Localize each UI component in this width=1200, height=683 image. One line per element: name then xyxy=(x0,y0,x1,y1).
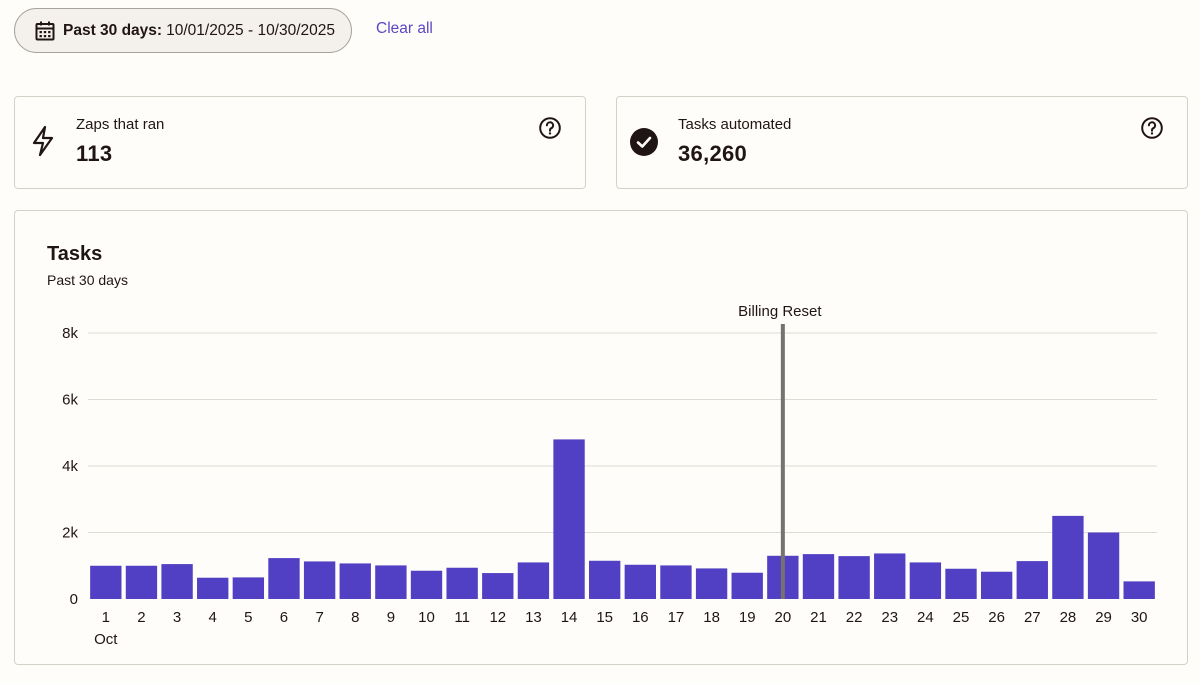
x-tick-label: 4 xyxy=(209,609,217,626)
bar-day-17 xyxy=(660,565,692,599)
bar-day-5 xyxy=(232,577,265,599)
x-tick-label: 11 xyxy=(454,609,470,626)
x-tick-label: 13 xyxy=(525,609,542,626)
y-tick-label: 6k xyxy=(62,392,78,409)
stat-card-tasks: Tasks automated 36,260 xyxy=(616,96,1188,189)
y-tick-label: 8k xyxy=(62,325,78,342)
x-tick-label: 10 xyxy=(418,609,435,626)
calendar-icon xyxy=(35,21,55,40)
bar-day-13 xyxy=(517,562,550,599)
x-tick-label: 22 xyxy=(846,609,863,626)
bar-day-1 xyxy=(90,565,122,599)
x-tick-label: 26 xyxy=(988,609,1005,626)
x-tick-label: 18 xyxy=(703,609,720,626)
stat-title: Tasks automated xyxy=(678,116,792,133)
x-tick-label: 9 xyxy=(387,609,395,626)
chart-subtitle: Past 30 days xyxy=(47,272,128,288)
bar-day-9 xyxy=(375,565,407,599)
bar-day-27 xyxy=(1016,561,1048,599)
x-tick-label: 7 xyxy=(315,609,323,626)
date-filter-range: 10/01/2025 - 10/30/2025 xyxy=(166,21,336,39)
x-tick-label: 27 xyxy=(1024,609,1041,626)
bar-day-10 xyxy=(410,570,443,599)
tasks-chart-card: Tasks Past 30 days 0 2k 4k 6k 8k 1 2 3 4 5 6 7 8 9 10 1… xyxy=(14,210,1188,665)
x-tick-label: 29 xyxy=(1095,609,1112,626)
bar-day-25 xyxy=(945,568,977,599)
x-tick-label: 25 xyxy=(953,609,970,626)
bar-day-21 xyxy=(802,554,835,599)
x-tick-label: 1 xyxy=(102,609,110,626)
bar-day-22 xyxy=(838,556,870,599)
x-tick-label: 17 xyxy=(668,609,685,626)
x-tick-label: 28 xyxy=(1060,609,1077,626)
clear-all-button[interactable]: Clear all xyxy=(376,20,433,37)
x-tick-label: 20 xyxy=(775,609,792,626)
bar-day-7 xyxy=(303,561,336,599)
x-tick-label: 30 xyxy=(1131,609,1148,626)
date-range-filter[interactable]: Past 30 days: 10/01/2025 - 10/30/2025 xyxy=(14,8,352,53)
bar-day-4 xyxy=(197,577,229,599)
bar-day-29 xyxy=(1087,532,1120,599)
x-tick-label: 24 xyxy=(917,609,934,626)
y-tick-label: 2k xyxy=(62,525,78,542)
stat-value: 113 xyxy=(76,141,113,166)
x-tick-label: 16 xyxy=(632,609,649,626)
bar-day-28 xyxy=(1052,515,1084,599)
x-tick-label: 15 xyxy=(596,609,613,626)
help-icon[interactable] xyxy=(1141,117,1163,139)
stat-card-zaps: Zaps that ran 113 xyxy=(14,96,586,189)
bar-day-3 xyxy=(161,564,193,599)
x-tick-label: 12 xyxy=(489,609,506,626)
bar-day-8 xyxy=(339,563,371,599)
x-tick-label: 14 xyxy=(561,609,578,626)
x-tick-label: 23 xyxy=(881,609,898,626)
stat-value: 36,260 xyxy=(678,141,748,166)
x-tick-label: 3 xyxy=(173,609,181,626)
stat-title: Zaps that ran xyxy=(76,116,165,133)
bar-day-24 xyxy=(909,562,942,599)
lightning-icon xyxy=(32,125,54,157)
x-tick-label: 6 xyxy=(280,609,288,626)
bar-day-16 xyxy=(624,564,656,599)
bar-day-30 xyxy=(1123,581,1155,599)
help-icon[interactable] xyxy=(539,117,561,139)
x-tick-label: 2 xyxy=(137,609,145,626)
chart-title: Tasks xyxy=(47,243,103,265)
check-circle-icon xyxy=(630,128,658,156)
bar-day-23 xyxy=(874,553,906,599)
bar-day-6 xyxy=(268,558,300,599)
bar-day-12 xyxy=(482,573,514,599)
y-tick-label: 4k xyxy=(62,458,78,475)
date-filter-label: Past 30 days: xyxy=(63,21,163,39)
bar-day-18 xyxy=(695,568,728,599)
bar-day-11 xyxy=(446,567,478,599)
bar-day-2 xyxy=(125,565,158,599)
x-tick-label: 21 xyxy=(810,609,827,626)
bar-day-19 xyxy=(731,572,763,599)
bar-day-14 xyxy=(553,439,585,599)
x-month-label: Oct xyxy=(94,631,118,648)
x-tick-label: 5 xyxy=(244,609,252,626)
y-tick-label: 0 xyxy=(70,591,78,608)
x-tick-label: 19 xyxy=(739,609,756,626)
bar-day-15 xyxy=(589,560,621,599)
x-tick-label: 8 xyxy=(351,609,359,626)
billing-reset-label: Billing Reset xyxy=(738,303,822,320)
bar-day-26 xyxy=(980,571,1013,599)
